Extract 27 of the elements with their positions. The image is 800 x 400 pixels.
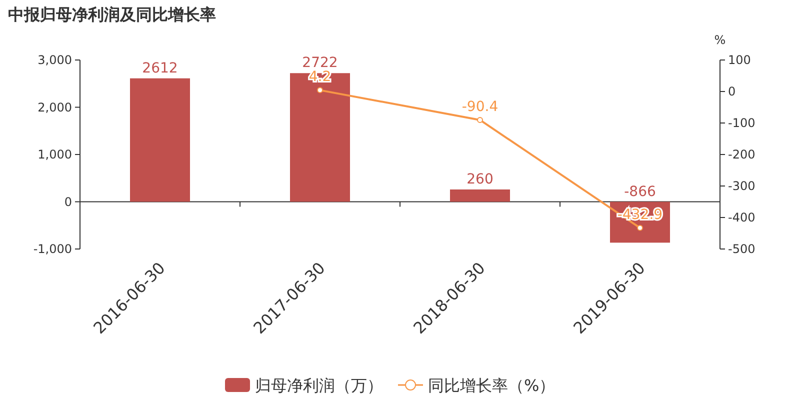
y-tick-label: 3,000 xyxy=(38,53,72,67)
y2-tick-label: 100 xyxy=(728,53,751,67)
point xyxy=(477,116,483,123)
y2-tick-label: -300 xyxy=(728,179,756,193)
data-label: -90.4 xyxy=(462,98,498,115)
y2-axis-title: % xyxy=(714,33,726,47)
y-tick-label: -1,000 xyxy=(33,242,72,256)
data-label: -866 xyxy=(624,184,656,200)
bar xyxy=(450,189,510,202)
y-tick-label: 1,000 xyxy=(38,148,72,162)
data-label: 2722 xyxy=(302,55,338,72)
y2-tick-label: -200 xyxy=(728,148,756,162)
data-label: 4.2 xyxy=(308,69,332,86)
y-tick-label: 2,000 xyxy=(38,100,72,114)
bar xyxy=(130,78,190,202)
data-label: 260 xyxy=(466,171,494,188)
legend-label: 同比增长率（%） xyxy=(428,376,556,395)
y2-tick-label: -500 xyxy=(728,242,756,256)
y2-tick-label: -100 xyxy=(728,116,756,130)
y2-tick-label: 0 xyxy=(728,84,736,98)
y2-tick-label: -400 xyxy=(728,210,756,224)
chart-title: 中报归母净利润及同比增长率 xyxy=(8,5,216,24)
point xyxy=(317,87,323,94)
data-label: 2612 xyxy=(142,60,178,76)
point xyxy=(637,224,643,231)
legend-label: 归母净利润（万） xyxy=(255,376,383,395)
y-tick-label: 0 xyxy=(64,194,72,209)
